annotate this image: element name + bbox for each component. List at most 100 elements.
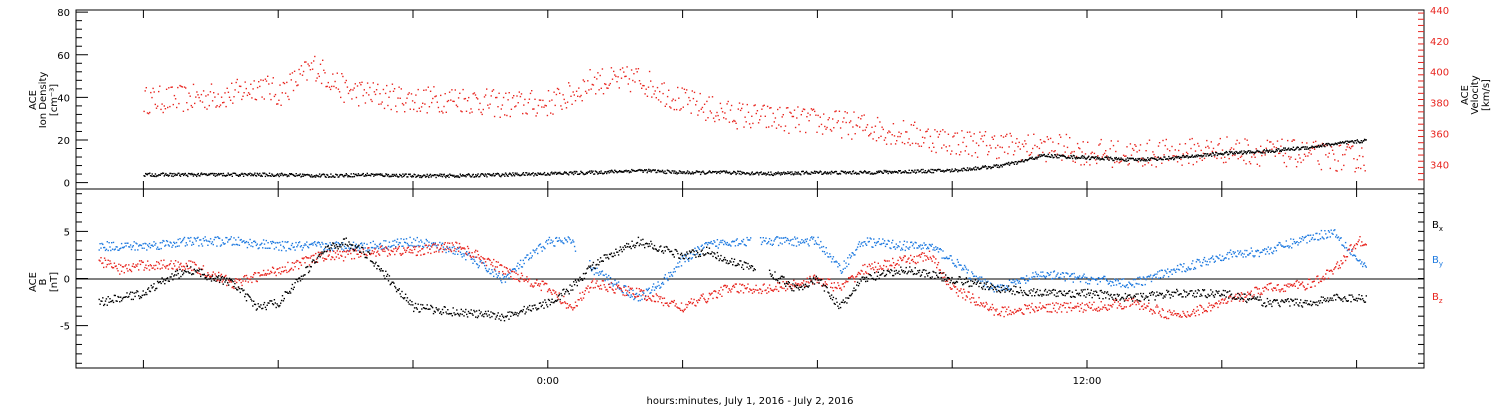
velocity-point — [782, 114, 784, 116]
by-point — [271, 242, 273, 245]
bz-point — [658, 295, 660, 298]
by-point — [1319, 238, 1322, 240]
by-point — [272, 241, 275, 243]
bz-point — [308, 264, 311, 266]
density-point — [281, 173, 284, 175]
by-point — [116, 246, 118, 248]
density-point — [1117, 158, 1119, 160]
by-point — [707, 241, 710, 244]
density-point — [1358, 141, 1360, 143]
by-point — [811, 236, 813, 238]
by-point — [736, 238, 738, 240]
bz-point — [216, 280, 218, 282]
density-point — [556, 172, 559, 175]
density-point — [720, 170, 722, 172]
by-point — [151, 244, 153, 246]
velocity-point — [318, 75, 320, 78]
density-point — [466, 174, 468, 176]
density-point — [1149, 158, 1151, 160]
by-point — [965, 268, 968, 270]
by-point — [206, 240, 208, 242]
density-point — [618, 170, 620, 173]
by-point — [373, 247, 375, 249]
density-point — [1105, 156, 1108, 158]
density-point — [547, 172, 549, 175]
by-point — [1179, 263, 1181, 265]
by-point — [1362, 265, 1364, 268]
velocity-point — [1036, 146, 1038, 148]
density-point — [209, 172, 212, 175]
density-point — [1017, 160, 1020, 163]
density-point — [619, 171, 622, 173]
velocity-point — [382, 88, 385, 91]
by-point — [289, 247, 291, 250]
density-point — [181, 173, 183, 175]
bz-point — [585, 287, 587, 289]
bz-point — [450, 250, 453, 253]
velocity-point — [645, 88, 647, 90]
density-point — [915, 172, 917, 174]
density-point — [1092, 156, 1094, 159]
bz-point — [190, 260, 192, 262]
velocity-point — [721, 111, 724, 113]
density-point — [1316, 146, 1318, 148]
bz-point — [323, 260, 325, 262]
bz-point — [702, 293, 704, 295]
by-point — [505, 276, 507, 278]
density-point — [1225, 150, 1227, 153]
by-point — [107, 249, 109, 252]
by-point — [913, 247, 915, 249]
bz-point — [362, 248, 365, 251]
by-point — [241, 241, 243, 243]
by-point — [1240, 254, 1243, 256]
by-point — [767, 242, 769, 244]
by-point — [1102, 277, 1104, 279]
by-point — [706, 242, 708, 244]
density-point — [1228, 153, 1230, 155]
density-point — [316, 175, 318, 177]
by-point — [1068, 278, 1070, 280]
density-point — [1174, 156, 1176, 158]
density-point — [1036, 158, 1038, 160]
by-point — [1299, 237, 1301, 239]
velocity-point — [1126, 146, 1128, 148]
velocity-point — [817, 114, 819, 117]
density-point — [650, 171, 652, 173]
velocity-point — [542, 99, 544, 102]
density-point — [957, 169, 960, 171]
bz-point — [604, 286, 606, 288]
bz-point — [371, 250, 374, 252]
density-point — [339, 173, 342, 176]
velocity-point — [1264, 154, 1266, 156]
by-point — [270, 241, 272, 243]
bz-point — [861, 270, 863, 272]
by-point — [1105, 279, 1108, 281]
density-point — [1029, 157, 1031, 159]
velocity-point — [556, 87, 559, 90]
density-point — [734, 171, 736, 174]
bz-point — [511, 270, 514, 273]
velocity-point — [933, 146, 935, 148]
density-point — [397, 176, 399, 178]
by-point — [137, 249, 139, 251]
velocity-point — [252, 88, 254, 90]
bz-point — [485, 264, 488, 267]
by-point — [1207, 264, 1209, 266]
density-point — [462, 175, 465, 177]
velocity-point — [1353, 158, 1355, 160]
bz-point — [405, 249, 408, 252]
bz-point — [475, 256, 478, 258]
density-point — [1037, 156, 1039, 158]
density-point — [928, 170, 931, 172]
density-point — [410, 175, 412, 177]
bz-point — [682, 311, 684, 313]
bz-point — [278, 272, 280, 274]
velocity-point — [234, 89, 236, 91]
bz-point — [269, 272, 271, 275]
bz-point — [488, 258, 490, 261]
velocity-point — [797, 106, 799, 108]
velocity-point — [473, 92, 476, 94]
by-point — [1080, 277, 1083, 279]
density-point — [1181, 155, 1184, 157]
bz-point — [685, 303, 687, 306]
